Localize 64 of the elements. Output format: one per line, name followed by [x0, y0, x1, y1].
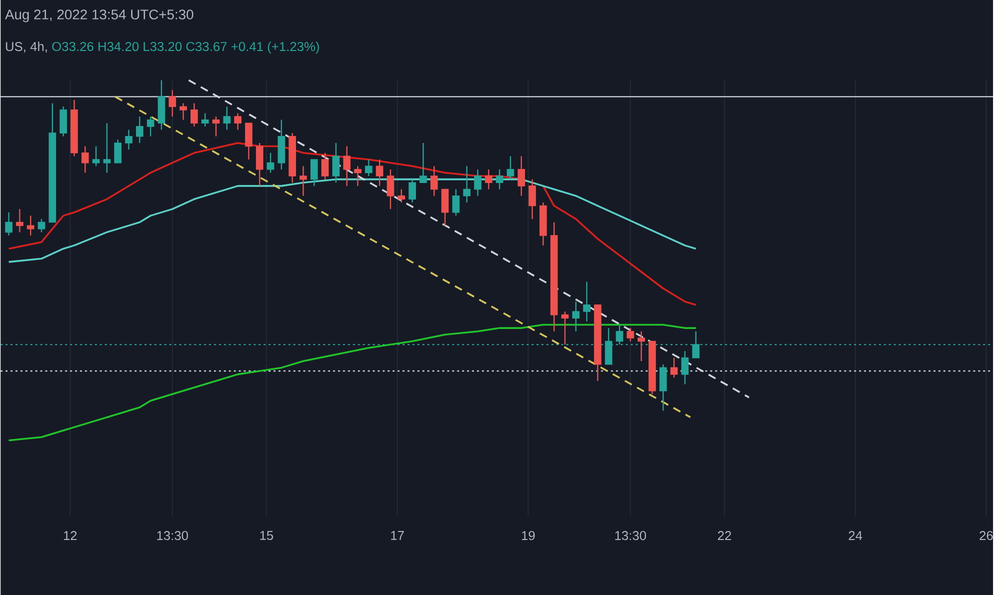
candlestick — [256, 142, 264, 186]
x-tick-label: 12 — [64, 530, 77, 540]
candlestick — [201, 112, 209, 127]
candlestick — [321, 152, 329, 180]
candlestick — [234, 112, 242, 130]
candlestick — [670, 356, 678, 378]
candlestick — [92, 145, 100, 166]
candlestick — [180, 102, 187, 120]
candlestick — [60, 106, 67, 137]
candlestick — [681, 350, 689, 385]
x-tick-label: 17 — [391, 530, 404, 540]
candlestick — [103, 122, 111, 174]
candlestick — [190, 102, 198, 127]
candlestick — [638, 330, 645, 362]
candlestick — [168, 89, 176, 117]
candlestick — [561, 310, 569, 345]
candlestick — [518, 155, 526, 196]
candlestick — [5, 212, 12, 236]
x-tick-label: 26 — [980, 530, 993, 540]
candlestick — [146, 116, 154, 137]
text: O33.26 H34.20 L33.20 C33.67 +0.41 (+1.23%) — [52, 41, 319, 54]
candlestick — [659, 364, 667, 412]
candlestick — [452, 188, 460, 216]
candlestick — [125, 128, 132, 150]
candlestick — [114, 138, 122, 164]
candlestick — [300, 165, 307, 196]
candlestick — [343, 145, 351, 186]
x-tick-label: 19 — [522, 530, 535, 540]
candlestick — [528, 178, 536, 220]
candlestick — [441, 188, 449, 226]
candlestick — [420, 142, 427, 184]
candlestick — [16, 208, 24, 233]
text: US, 4h, — [6, 41, 47, 52]
candlestick — [583, 280, 590, 322]
candlestick — [81, 145, 89, 174]
candlestick — [136, 116, 144, 144]
candlestick — [365, 158, 372, 176]
x-tick-label: 24 — [848, 530, 862, 540]
x-tick-label: 13:30 — [615, 530, 646, 540]
candlestick — [386, 168, 394, 210]
candlestick — [354, 165, 362, 186]
candlestick — [38, 218, 46, 233]
candlestick — [266, 152, 274, 174]
candlestick — [223, 106, 231, 130]
candlestick — [310, 158, 318, 186]
x-tick-label: 15 — [260, 530, 274, 540]
candlestick — [474, 168, 482, 196]
candlestick — [430, 165, 438, 196]
candlestick — [572, 300, 580, 332]
candlestick — [496, 168, 504, 190]
candlestick — [506, 155, 514, 180]
candlestick — [376, 158, 384, 186]
candlestick — [212, 116, 220, 137]
candlestick — [26, 214, 34, 236]
candlestick — [332, 142, 340, 184]
candlestick — [408, 178, 416, 203]
chart-title: Aug 21, 2022 13:54 UTC+5:30 — [5, 9, 194, 22]
candlestick — [626, 327, 634, 342]
candlestick — [245, 122, 252, 160]
x-tick-label: 13:30 — [157, 530, 188, 540]
candlestick — [484, 168, 492, 190]
x-tick-label: 22 — [718, 530, 731, 540]
candlestick — [398, 188, 406, 203]
candlestick — [463, 165, 470, 203]
